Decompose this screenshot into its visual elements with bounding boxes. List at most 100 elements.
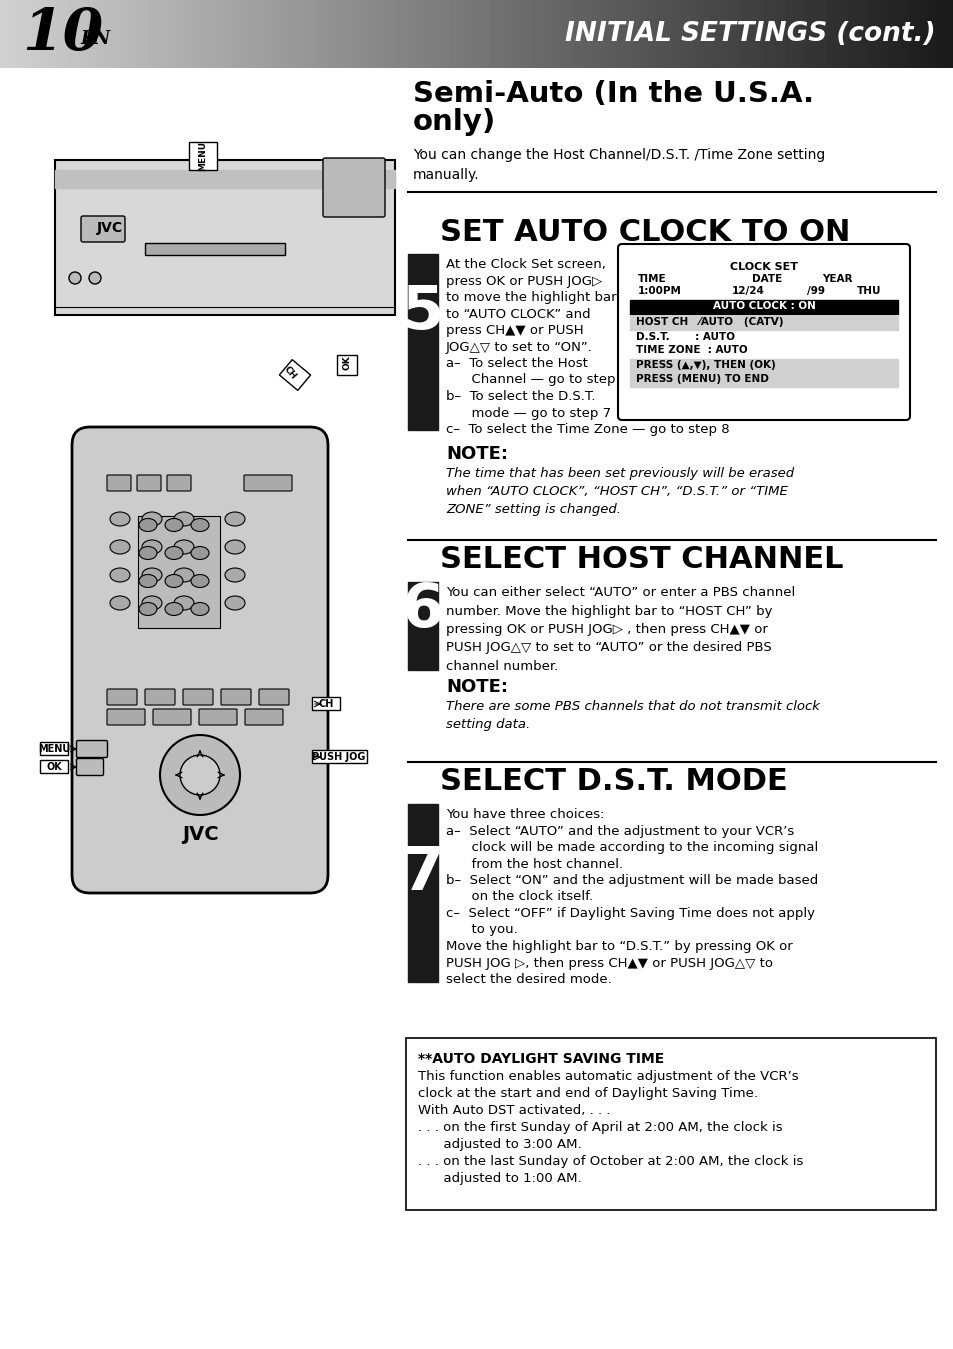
FancyBboxPatch shape [167,475,191,491]
Bar [629,359,897,387]
Text: PRESS (▲,▼), THEN (OK): PRESS (▲,▼), THEN (OK) [636,360,775,370]
Ellipse shape [110,513,130,526]
Text: Semi-Auto (In the U.S.A.: Semi-Auto (In the U.S.A. [413,80,813,108]
Text: OK: OK [46,762,62,772]
Ellipse shape [173,513,193,526]
Text: TIME ZONE  : AUTO: TIME ZONE : AUTO [636,345,747,355]
Text: adjusted to 3:00 AM.: adjusted to 3:00 AM. [417,1139,581,1151]
Ellipse shape [142,596,162,610]
Text: **AUTO DAYLIGHT SAVING TIME: **AUTO DAYLIGHT SAVING TIME [417,1052,663,1066]
Text: JVC: JVC [181,826,218,844]
Ellipse shape [173,568,193,581]
Bar [312,750,367,764]
Ellipse shape [160,735,240,815]
Text: At the Clock Set screen,: At the Clock Set screen, [446,258,605,271]
Text: 7: 7 [401,843,444,902]
Bar [406,1037,935,1210]
Ellipse shape [225,540,245,554]
Text: Move the highlight bar to “D.S.T.” by pressing OK or: Move the highlight bar to “D.S.T.” by pr… [446,940,792,952]
Text: PUSH JOG ▷, then press CH▲▼ or PUSH JOG△▽ to: PUSH JOG ▷, then press CH▲▼ or PUSH JOG△… [446,956,772,970]
Text: c–  Select “OFF” if Daylight Saving Time does not apply: c– Select “OFF” if Daylight Saving Time … [446,907,814,920]
Ellipse shape [173,596,193,610]
FancyBboxPatch shape [221,689,251,706]
FancyBboxPatch shape [618,244,909,420]
Text: HOST CH   ⁄AUTO   (CATV): HOST CH ⁄AUTO (CATV) [636,317,782,326]
Text: only): only) [413,108,496,136]
Text: CH: CH [282,364,297,382]
Text: PUSH JOG: PUSH JOG [312,751,365,762]
Text: . . . on the first Sunday of April at 2:00 AM, the clock is: . . . on the first Sunday of April at 2:… [417,1121,781,1135]
Ellipse shape [225,596,245,610]
FancyBboxPatch shape [244,475,292,491]
Bar [55,170,395,188]
Text: The time that has been set previously will be erased
when “AUTO CLOCK”, “HOST CH: The time that has been set previously wi… [446,467,793,517]
Text: You can either select “AUTO” or enter a PBS channel
number. Move the highlight b: You can either select “AUTO” or enter a … [446,585,795,673]
Ellipse shape [191,575,209,588]
Text: 12/24: 12/24 [731,286,764,295]
Text: Channel — go to step 6: Channel — go to step 6 [446,374,627,387]
Ellipse shape [110,540,130,554]
Text: adjusted to 1:00 AM.: adjusted to 1:00 AM. [417,1172,581,1184]
Text: You can change the Host Channel/D.S.T. /Time Zone setting
manually.: You can change the Host Channel/D.S.T. /… [413,148,824,182]
FancyBboxPatch shape [76,741,108,758]
Text: on the clock itself.: on the clock itself. [446,890,593,904]
Text: 5: 5 [401,282,444,341]
Text: to “AUTO CLOCK” and: to “AUTO CLOCK” and [446,308,590,321]
Ellipse shape [139,518,157,532]
FancyBboxPatch shape [107,710,145,724]
Text: JOG△▽ to set to “ON”.: JOG△▽ to set to “ON”. [446,340,592,353]
FancyBboxPatch shape [258,689,289,706]
Text: CH: CH [318,699,334,710]
Ellipse shape [165,575,183,588]
Ellipse shape [142,568,162,581]
Text: press OK or PUSH JOG▷: press OK or PUSH JOG▷ [446,274,601,287]
Text: YEAR: YEAR [821,274,852,285]
Text: You have three choices:: You have three choices: [446,808,604,822]
FancyBboxPatch shape [183,689,213,706]
Ellipse shape [89,272,101,285]
Text: SELECT HOST CHANNEL: SELECT HOST CHANNEL [439,545,842,575]
Text: NOTE:: NOTE: [446,679,507,696]
Text: JVC: JVC [97,221,123,235]
Ellipse shape [165,546,183,560]
FancyBboxPatch shape [323,158,385,217]
FancyBboxPatch shape [199,710,236,724]
Bar [189,142,216,170]
Bar [408,254,437,430]
Text: press CH▲▼ or PUSH: press CH▲▼ or PUSH [446,324,583,337]
Text: 6: 6 [401,581,444,641]
FancyBboxPatch shape [137,475,161,491]
Ellipse shape [225,513,245,526]
Ellipse shape [139,603,157,615]
Ellipse shape [225,568,245,581]
Ellipse shape [110,596,130,610]
FancyBboxPatch shape [71,428,328,893]
Text: to you.: to you. [446,924,517,936]
Text: to move the highlight bar: to move the highlight bar [446,291,616,304]
FancyBboxPatch shape [81,216,125,241]
Text: b–  To select the D.S.T.: b– To select the D.S.T. [446,390,595,403]
Ellipse shape [180,755,220,795]
Text: INITIAL SETTINGS (cont.): INITIAL SETTINGS (cont.) [565,22,935,47]
Text: EN: EN [80,30,111,49]
Text: With Auto DST activated, . . .: With Auto DST activated, . . . [417,1103,610,1117]
Text: 10: 10 [22,5,103,62]
Ellipse shape [191,518,209,532]
Text: This function enables automatic adjustment of the VCR’s: This function enables automatic adjustme… [417,1070,798,1083]
Text: D.S.T.       : AUTO: D.S.T. : AUTO [636,332,734,343]
Bar [408,804,437,982]
Bar [279,360,311,390]
Text: mode — go to step 7: mode — go to step 7 [446,406,611,420]
FancyBboxPatch shape [152,710,191,724]
Ellipse shape [165,518,183,532]
Text: MENU: MENU [198,140,208,171]
Text: CLOCK SET: CLOCK SET [729,262,797,272]
Ellipse shape [173,540,193,554]
Text: a–  Select “AUTO” and the adjustment to your VCR’s: a– Select “AUTO” and the adjustment to y… [446,824,794,838]
Text: There are some PBS channels that do not transmit clock
setting data.: There are some PBS channels that do not … [446,700,819,731]
Ellipse shape [139,546,157,560]
Text: MENU: MENU [38,745,71,754]
Ellipse shape [165,603,183,615]
Ellipse shape [69,272,81,285]
Ellipse shape [191,603,209,615]
